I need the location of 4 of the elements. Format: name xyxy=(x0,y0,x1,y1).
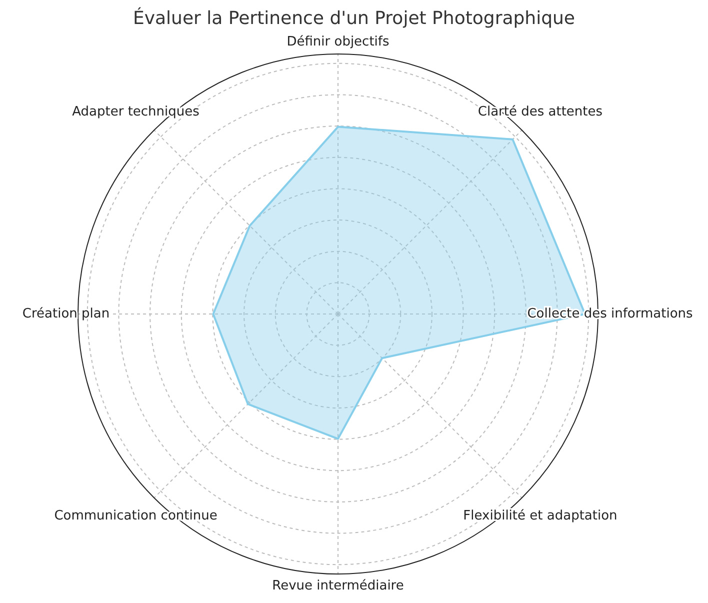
spoke-label: Création plan xyxy=(22,306,110,322)
spoke-label: Définir objectifs xyxy=(286,34,390,50)
spoke-label: Revue intermédiaire xyxy=(272,578,404,594)
chart-title: Évaluer la Pertinence d'un Projet Photographique xyxy=(132,8,576,29)
